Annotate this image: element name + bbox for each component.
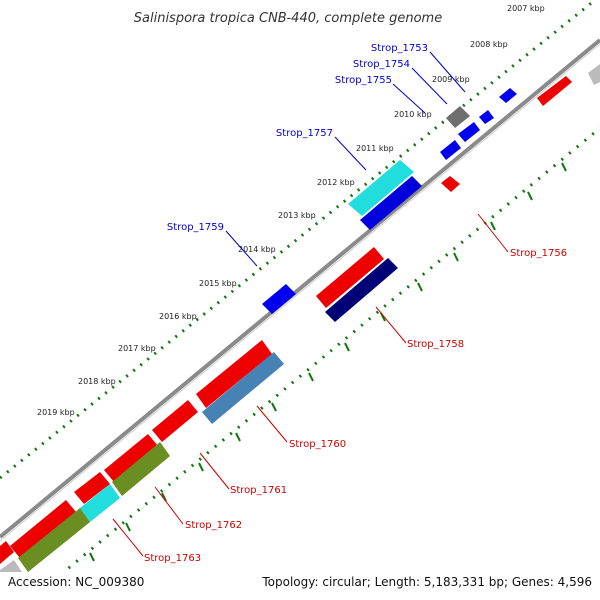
cds-strop-1756 bbox=[441, 176, 460, 192]
cds-red-long-2 bbox=[152, 400, 198, 442]
genome-backbone-edge bbox=[0, 43, 600, 542]
genome-backbone bbox=[0, 38, 600, 539]
kbp-label: 2010 kbp bbox=[394, 110, 432, 119]
gene-label-strop-1756: Strop_1756 bbox=[510, 248, 567, 259]
cds-strop-1763 bbox=[18, 508, 90, 572]
cds-strop-1753 bbox=[499, 88, 517, 103]
genome-summary-text: Topology: circular; Length: 5,183,331 bp… bbox=[261, 575, 592, 589]
cds-strop-1754 bbox=[479, 110, 494, 124]
kbp-label: 2017 kbp bbox=[118, 344, 156, 353]
cds-red-topright bbox=[537, 76, 572, 106]
cds-strop-1762-olive bbox=[112, 442, 170, 496]
inner-tick-ring bbox=[61, 126, 600, 572]
cds-red-long-4 bbox=[10, 500, 76, 558]
cds-grey-topright bbox=[588, 64, 600, 85]
kbp-label: 2018 kbp bbox=[78, 377, 116, 386]
kbp-label: 2013 kbp bbox=[278, 211, 316, 220]
kbp-label: 2014 kbp bbox=[238, 245, 276, 254]
cds-strop-1759 bbox=[262, 284, 296, 314]
gene-label-strop-1760: Strop_1760 bbox=[289, 439, 346, 450]
outer-tick-ring bbox=[0, 0, 598, 480]
gene-label-strop-1759: Strop_1759 bbox=[167, 222, 224, 233]
cds-red-long-1 bbox=[196, 340, 272, 408]
cds-strop-1755 bbox=[458, 122, 480, 142]
cds-strop-1762 bbox=[80, 484, 120, 522]
kbp-label: 2015 kbp bbox=[199, 279, 237, 288]
gene-label-strop-1762: Strop_1762 bbox=[185, 520, 242, 531]
gene-label-strop-1753: Strop_1753 bbox=[371, 43, 428, 54]
cds-red-1758 bbox=[316, 247, 384, 308]
kbp-labels: 2007 kbp 2008 kbp 2009 kbp 2010 kbp 2011… bbox=[37, 4, 545, 417]
gene-label-strop-1757: Strop_1757 bbox=[276, 128, 333, 139]
cds-grey-bottomleft bbox=[0, 560, 22, 572]
cds-strop-1757-blue bbox=[360, 176, 422, 230]
kbp-label: 2009 kbp bbox=[432, 75, 470, 84]
kbp-label: 2008 kbp bbox=[470, 40, 508, 49]
gene-leader-lines bbox=[112, 51, 509, 557]
kbp-label: 2007 kbp bbox=[507, 4, 545, 13]
gene-label-strop-1763: Strop_1763 bbox=[144, 553, 201, 564]
gene-label-strop-1761: Strop_1761 bbox=[230, 485, 287, 496]
gene-label-strop-1758: Strop_1758 bbox=[407, 339, 464, 350]
kbp-label: 2012 kbp bbox=[317, 178, 355, 187]
kbp-label: 2011 kbp bbox=[356, 144, 394, 153]
cds-strop-1757-cyan bbox=[348, 160, 414, 216]
cds-strop-1761 bbox=[104, 434, 158, 482]
cds-blue-small bbox=[440, 140, 461, 160]
cds-red-long-3 bbox=[74, 472, 110, 504]
cds-strop-1755-gray bbox=[446, 106, 470, 128]
kbp-label: 2016 kbp bbox=[159, 312, 197, 321]
gene-label-strop-1754: Strop_1754 bbox=[353, 59, 410, 70]
cds-red-edge bbox=[0, 541, 14, 564]
kbp-label: 2019 kbp bbox=[37, 408, 75, 417]
cds-strop-1760 bbox=[202, 352, 284, 424]
cds-strop-1758 bbox=[325, 258, 398, 322]
major-ticks-inner bbox=[89, 162, 567, 562]
gene-label-strop-1755: Strop_1755 bbox=[335, 75, 392, 86]
map-title: Salinispora tropica CNB-440, complete ge… bbox=[134, 11, 442, 26]
accession-text: Accession: NC_009380 bbox=[8, 575, 144, 589]
